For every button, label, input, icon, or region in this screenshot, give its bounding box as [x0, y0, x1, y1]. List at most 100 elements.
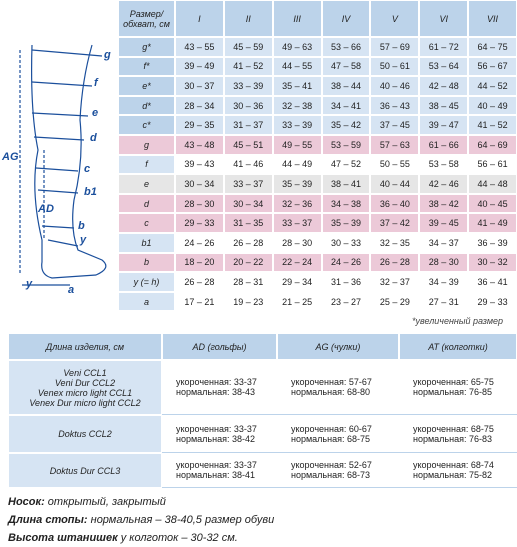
length-cell: укороченная: 33-37 нормальная: 38-41: [162, 453, 277, 488]
size-column: VI: [419, 0, 469, 37]
length-cell: укороченная: 68-74 нормальная: 75-82: [399, 453, 517, 488]
size-cell: 32 – 37: [370, 272, 420, 292]
footer-key: Длина стопы:: [8, 514, 88, 526]
footer-line: Длина стопы: нормальная – 38-40,5 размер…: [8, 514, 274, 526]
diagram-label: g: [103, 49, 111, 61]
length-value: нормальная: 68-80: [291, 387, 370, 397]
size-cell: 39 – 47: [419, 115, 469, 135]
size-header: Размер/ обхват, см: [118, 0, 175, 37]
product-name: Doktus Dur CCL3: [49, 465, 121, 476]
footer-line: Носок: открытый, закрытый: [8, 496, 166, 508]
product-name: Venex micro light CCL1: [37, 387, 133, 398]
size-cell: 28 – 30: [175, 193, 224, 214]
size-cell: 35 – 41: [272, 76, 322, 96]
length-value: укороченная: 33-37: [176, 423, 257, 434]
size-cell: 19 – 23: [223, 291, 273, 312]
size-column: VII: [468, 0, 517, 37]
size-cell: 43 – 48: [175, 135, 224, 155]
length-value: укороченная: 33-37: [176, 460, 257, 470]
size-cell: 53 – 66: [321, 37, 371, 57]
length-value: нормальная: 75-82: [413, 470, 492, 480]
footer-key: Высота штанишек: [8, 532, 118, 544]
size-column: I: [175, 0, 224, 37]
size-row-label: e*: [118, 76, 175, 96]
diagram-label: d: [90, 132, 97, 144]
size-cell: 61 – 72: [419, 37, 469, 57]
size-cell: 25 – 29: [370, 291, 420, 312]
size-cell: 38 – 44: [321, 76, 371, 96]
size-cell: 26 – 28: [223, 233, 273, 253]
diagram-label: e: [92, 107, 98, 119]
size-cell: 41 – 49: [468, 213, 517, 233]
size-cell: 26 – 28: [175, 272, 224, 292]
footer-text: нормальная – 38-40,5 размер обуви: [87, 514, 275, 526]
size-cell: 27 – 31: [419, 291, 469, 312]
size-cell: 35 – 39: [321, 213, 371, 233]
size-cell: 23 – 27: [321, 291, 371, 312]
size-row-label: e: [118, 174, 175, 194]
length-value: нормальная: 68-73: [291, 470, 370, 480]
size-cell: 42 – 48: [419, 76, 469, 96]
length-value: укороченная: 57-67: [291, 377, 372, 387]
size-row-label: b1: [118, 233, 175, 253]
size-row-label: f*: [118, 56, 175, 77]
size-cell: 17 – 21: [175, 291, 224, 312]
footer-line: Высота штанишек у колготок – 30-32 см.: [8, 532, 238, 544]
size-cell: 34 – 38: [321, 193, 371, 214]
size-cell: 31 – 37: [223, 115, 273, 135]
size-cell: 32 – 35: [370, 233, 420, 253]
size-cell: 29 – 33: [468, 291, 517, 312]
size-cell: 36 – 39: [468, 233, 517, 253]
size-cell: 61 – 66: [419, 135, 469, 155]
size-cell: 38 – 41: [321, 174, 371, 194]
size-cell: 50 – 61: [370, 56, 420, 77]
size-cell: 47 – 58: [321, 56, 371, 77]
product-cell: Doktus Dur CCL3: [8, 453, 162, 488]
size-cell: 49 – 63: [272, 37, 322, 57]
length-cell: укороченная: 52-67 нормальная: 68-73: [277, 453, 399, 488]
size-cell: 50 – 55: [370, 154, 420, 175]
size-cell: 53 – 64: [419, 56, 469, 77]
diagram-label: AG: [1, 151, 19, 163]
size-row-label: g*: [118, 37, 175, 57]
size-cell: 30 – 34: [175, 174, 224, 194]
size-cell: 33 – 39: [223, 76, 273, 96]
size-cell: 39 – 49: [175, 56, 224, 77]
size-cell: 31 – 36: [321, 272, 371, 292]
size-cell: 26 – 28: [370, 252, 420, 273]
size-cell: 37 – 45: [370, 115, 420, 135]
size-cell: 33 – 37: [272, 213, 322, 233]
size-cell: 44 – 55: [272, 56, 322, 77]
length-cell: укороченная: 68-75 нормальная: 76-83: [399, 415, 517, 453]
length-value: укороченная: 60-67: [291, 423, 372, 434]
size-cell: 18 – 20: [175, 252, 224, 273]
size-cell: 22 – 24: [272, 252, 322, 273]
note: *увеличенный размер: [412, 316, 504, 326]
size-row-label: b: [118, 252, 175, 273]
size-cell: 57 – 69: [370, 37, 420, 57]
size-column: IV: [321, 0, 371, 37]
size-cell: 36 – 43: [370, 95, 420, 116]
size-column: III: [272, 0, 322, 37]
product-name: Venex Dur micro light CCL2: [29, 397, 141, 408]
length-value: нормальная: 68-75: [291, 433, 370, 444]
size-cell: 47 – 52: [321, 154, 371, 175]
length-value: укороченная: 68-75: [413, 423, 494, 434]
length-value: укороченная: 68-74: [413, 460, 494, 470]
size-cell: 28 – 34: [175, 95, 224, 116]
size-cell: 44 – 52: [468, 76, 517, 96]
size-cell: 53 – 58: [419, 154, 469, 175]
length-value: нормальная: 38-41: [176, 470, 255, 480]
size-cell: 44 – 49: [272, 154, 322, 175]
size-cell: 29 – 33: [175, 213, 224, 233]
size-cell: 45 – 59: [223, 37, 273, 57]
size-cell: 34 – 41: [321, 95, 371, 116]
size-cell: 41 – 46: [223, 154, 273, 175]
product-name: Doktus CCL2: [58, 429, 112, 439]
product-name: Veni CCL1: [63, 367, 107, 378]
diagram-label: b: [78, 220, 85, 232]
product-name: Veni Dur CCL2: [54, 377, 116, 388]
size-row-label: g: [118, 135, 175, 155]
